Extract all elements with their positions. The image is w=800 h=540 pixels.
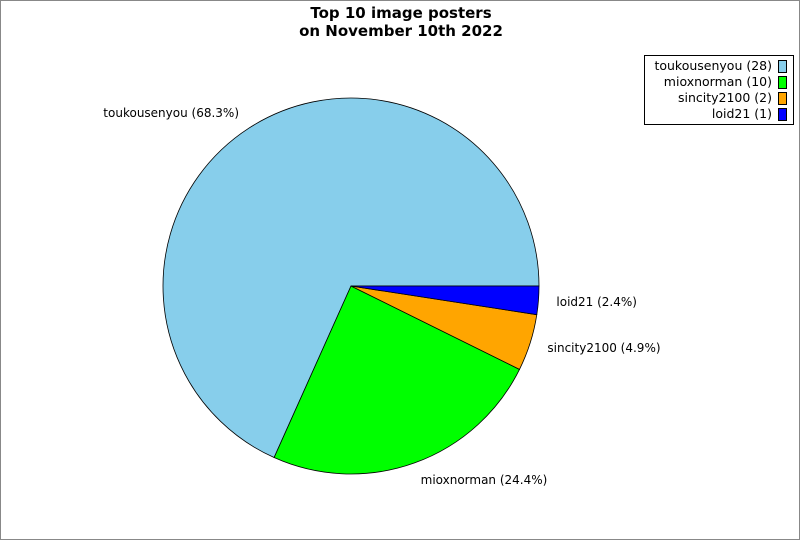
slice-label-sincity2100: sincity2100 (4.9%)	[547, 341, 660, 355]
legend-item-mioxnorman: mioxnorman (10)	[664, 75, 787, 89]
legend-swatch	[778, 91, 787, 105]
pie-slice-mioxnorman	[273, 285, 521, 475]
legend-item-sincity2100: sincity2100 (2)	[678, 91, 787, 105]
title-line-2: on November 10th 2022	[299, 22, 503, 40]
chart-title: Top 10 image posters on November 10th 20…	[1, 4, 799, 40]
legend-swatch	[778, 75, 787, 89]
legend-label: loid21 (1)	[711, 106, 772, 121]
legend-item-loid21: loid21 (1)	[712, 107, 787, 121]
legend-swatch	[778, 107, 787, 121]
legend-label: mioxnorman (10)	[663, 74, 772, 89]
legend: toukousenyou (28) mioxnorman (10) sincity2…	[644, 55, 794, 125]
legend-swatch	[778, 59, 787, 73]
title-line-1: Top 10 image posters	[310, 4, 492, 22]
slice-label-toukousenyou: toukousenyou (68.3%)	[103, 106, 239, 120]
pie-slice-loid21	[350, 285, 540, 316]
legend-label: sincity2100 (2)	[677, 90, 772, 105]
legend-item-toukousenyou: toukousenyou (28)	[654, 59, 787, 73]
pie-slice-toukousenyou	[162, 97, 540, 459]
slice-label-mioxnorman: mioxnorman (24.4%)	[421, 473, 548, 487]
legend-label: toukousenyou (28)	[654, 58, 772, 73]
slice-label-loid21: loid21 (2.4%)	[556, 295, 637, 309]
